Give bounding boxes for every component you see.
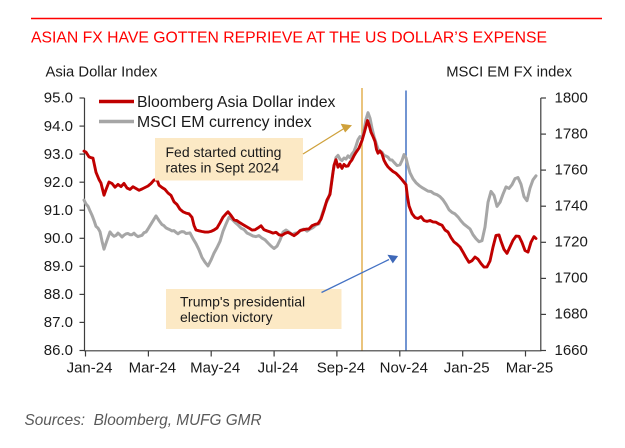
svg-text:Mar-24: Mar-24 [129, 360, 177, 377]
svg-text:1700: 1700 [555, 270, 588, 287]
svg-text:92.0: 92.0 [44, 174, 73, 191]
svg-text:88.0: 88.0 [44, 286, 73, 303]
svg-text:1760: 1760 [555, 161, 588, 178]
svg-text:86.0: 86.0 [44, 342, 73, 359]
svg-text:1800: 1800 [555, 89, 588, 106]
svg-text:rates in Sept 2024: rates in Sept 2024 [166, 160, 280, 176]
svg-text:87.0: 87.0 [44, 314, 73, 331]
svg-text:Jan-25: Jan-25 [444, 360, 490, 377]
svg-text:Mar-25: Mar-25 [506, 360, 554, 377]
svg-text:Jan-24: Jan-24 [67, 360, 113, 377]
svg-text:ASIAN FX HAVE GOTTEN REPRIEVE: ASIAN FX HAVE GOTTEN REPRIEVE AT THE US … [31, 30, 547, 47]
svg-text:1740: 1740 [555, 198, 588, 215]
svg-text:89.0: 89.0 [44, 258, 73, 275]
svg-text:1780: 1780 [555, 125, 588, 142]
svg-text:Sep-24: Sep-24 [317, 360, 365, 377]
svg-text:Nov-24: Nov-24 [380, 360, 428, 377]
svg-text:Asia Dollar Index: Asia Dollar Index [46, 65, 158, 81]
svg-text:MSCI EM FX index: MSCI EM FX index [446, 65, 572, 81]
svg-text:Jul-24: Jul-24 [258, 360, 299, 377]
svg-text:1720: 1720 [555, 234, 588, 251]
svg-text:Fed started cutting: Fed started cutting [166, 144, 282, 160]
svg-text:1660: 1660 [555, 342, 588, 359]
svg-text:90.0: 90.0 [44, 230, 73, 247]
svg-text:91.0: 91.0 [44, 202, 73, 219]
svg-text:election victory: election victory [180, 309, 273, 325]
svg-text:MSCI EM currency index: MSCI EM currency index [137, 114, 312, 131]
svg-text:94.0: 94.0 [44, 118, 73, 135]
svg-text:93.0: 93.0 [44, 146, 73, 163]
svg-text:Sources: Bloomberg, MUFG GMR: Sources: Bloomberg, MUFG GMR [25, 412, 262, 429]
svg-text:Trump's presidential: Trump's presidential [180, 294, 305, 310]
svg-text:Bloomberg Asia Dollar index: Bloomberg Asia Dollar index [137, 94, 336, 111]
svg-text:95.0: 95.0 [44, 90, 73, 107]
svg-text:May-24: May-24 [190, 360, 240, 377]
svg-text:1680: 1680 [555, 306, 588, 323]
